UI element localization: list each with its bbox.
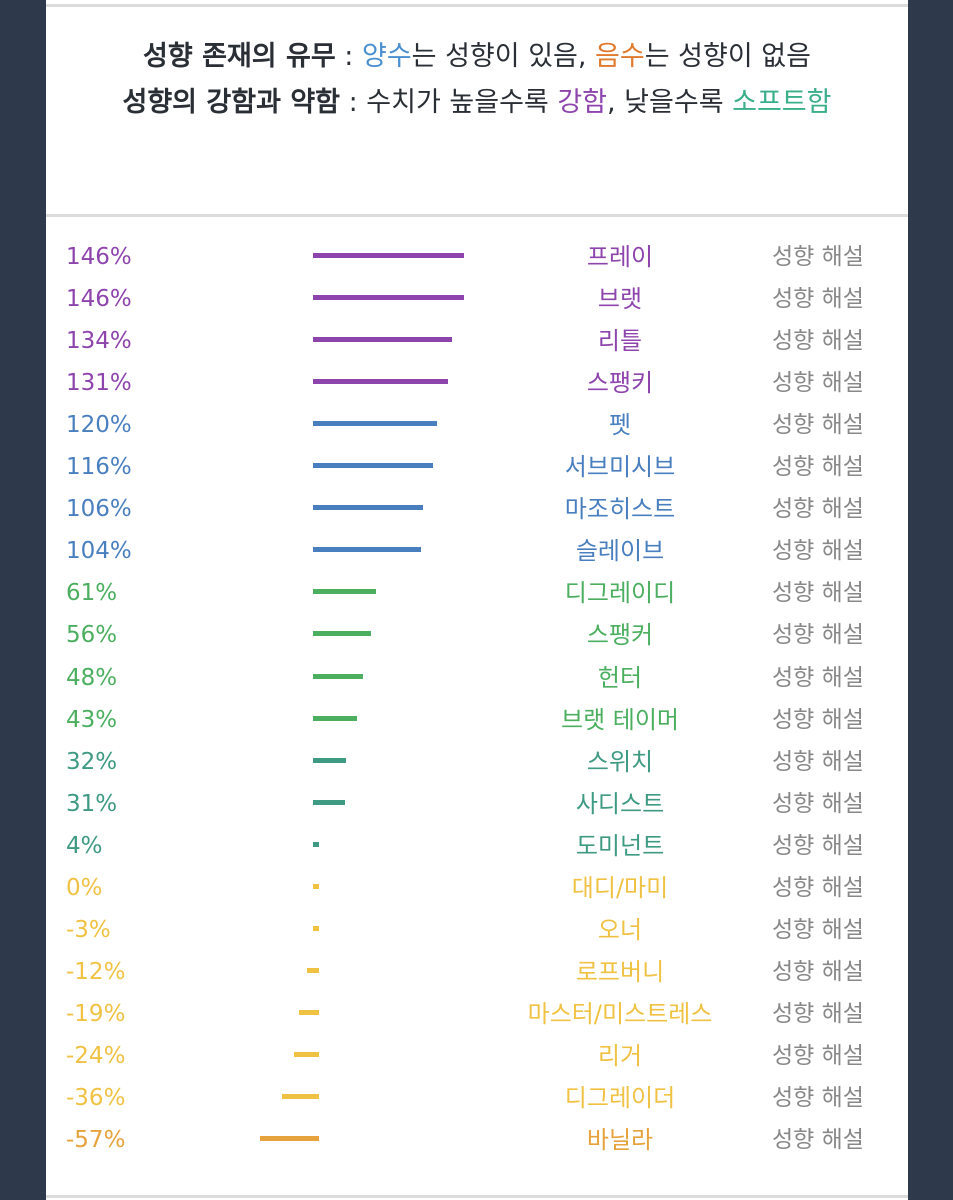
top-divider xyxy=(46,4,908,7)
legend-sep: : xyxy=(340,87,367,118)
legend-positive-word: 양수 xyxy=(361,41,412,72)
legend-positive-text: 는 성향이 있음, xyxy=(411,41,596,72)
legend-strength-text: 수치가 높을수록 xyxy=(366,87,558,118)
legend-strength-text-2: , 낮을수록 xyxy=(607,87,733,118)
legend-strong-word: 강함 xyxy=(557,87,608,118)
chart-divider-top xyxy=(46,214,908,217)
legend-negative-text: 는 성향이 없음 xyxy=(644,41,811,72)
legend-line-2: 성향의 강함과 약함 : 수치가 높을수록 강함, 낮을수록 소프트함 xyxy=(46,80,908,126)
legend-strength-title: 성향의 강함과 약함 xyxy=(122,87,341,118)
legend-sep: : xyxy=(335,41,362,72)
legend: 성향 존재의 유무 : 양수는 성향이 있음, 음수는 성향이 없음 성향의 강… xyxy=(46,34,908,126)
legend-soft-word: 소프트함 xyxy=(732,87,832,118)
legend-negative-word: 음수 xyxy=(595,41,645,72)
chart-divider-bottom xyxy=(46,1195,908,1198)
legend-existence-title: 성향 존재의 유무 xyxy=(143,41,336,72)
legend-line-1: 성향 존재의 유무 : 양수는 성향이 있음, 음수는 성향이 없음 xyxy=(46,34,908,80)
card: 성향 존재의 유무 : 양수는 성향이 있음, 음수는 성향이 없음 성향의 강… xyxy=(46,0,908,1200)
